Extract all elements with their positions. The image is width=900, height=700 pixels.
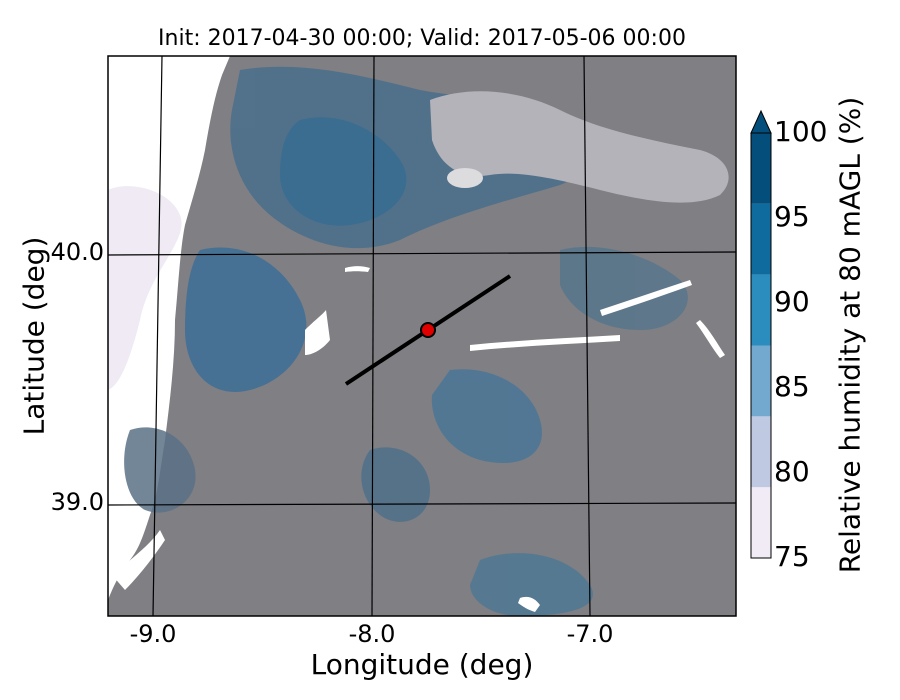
colorbar bbox=[750, 109, 772, 559]
xtick-minus-9: -9.0 bbox=[129, 620, 177, 648]
colorbar-tick: 90 bbox=[774, 285, 810, 318]
xtick-minus-7: -7.0 bbox=[566, 620, 614, 648]
graticule bbox=[108, 56, 736, 616]
point-marker bbox=[420, 322, 436, 338]
offshore-humidity-patch bbox=[108, 186, 182, 390]
map-area bbox=[108, 56, 736, 616]
colorbar-segment bbox=[751, 345, 771, 417]
y-axis-label: Latitude (deg) bbox=[17, 236, 51, 436]
dry-core bbox=[447, 168, 483, 188]
colorbar-segment bbox=[751, 487, 771, 558]
plot-title: Init: 2017-04-30 00:00; Valid: 2017-05-0… bbox=[158, 26, 686, 51]
colorbar-tick: 80 bbox=[774, 455, 810, 488]
colorbar-tick: 85 bbox=[774, 370, 810, 403]
colorbar-segment bbox=[751, 203, 771, 275]
colorbar-extend-arrow bbox=[750, 109, 772, 134]
ytick-39: 39.0 bbox=[50, 488, 104, 516]
x-axis-label: Longitude (deg) bbox=[310, 648, 534, 681]
colorbar-frame bbox=[750, 132, 772, 559]
colorbar-tick: 100 bbox=[774, 115, 828, 148]
colorbar-tick: 75 bbox=[774, 540, 810, 573]
colorbar-tick: 95 bbox=[774, 200, 810, 233]
xtick-minus-8: -8.0 bbox=[348, 620, 396, 648]
colorbar-segment bbox=[751, 274, 771, 346]
reservoirs bbox=[112, 266, 725, 612]
colorbar-label: Relative humidity at 80 mAGL (%) bbox=[833, 96, 867, 574]
colorbar-segment bbox=[751, 416, 771, 488]
colorbar-segment bbox=[751, 133, 771, 204]
ytick-40: 40.0 bbox=[50, 238, 104, 266]
map-frame bbox=[107, 55, 737, 617]
dry-region bbox=[430, 91, 729, 203]
